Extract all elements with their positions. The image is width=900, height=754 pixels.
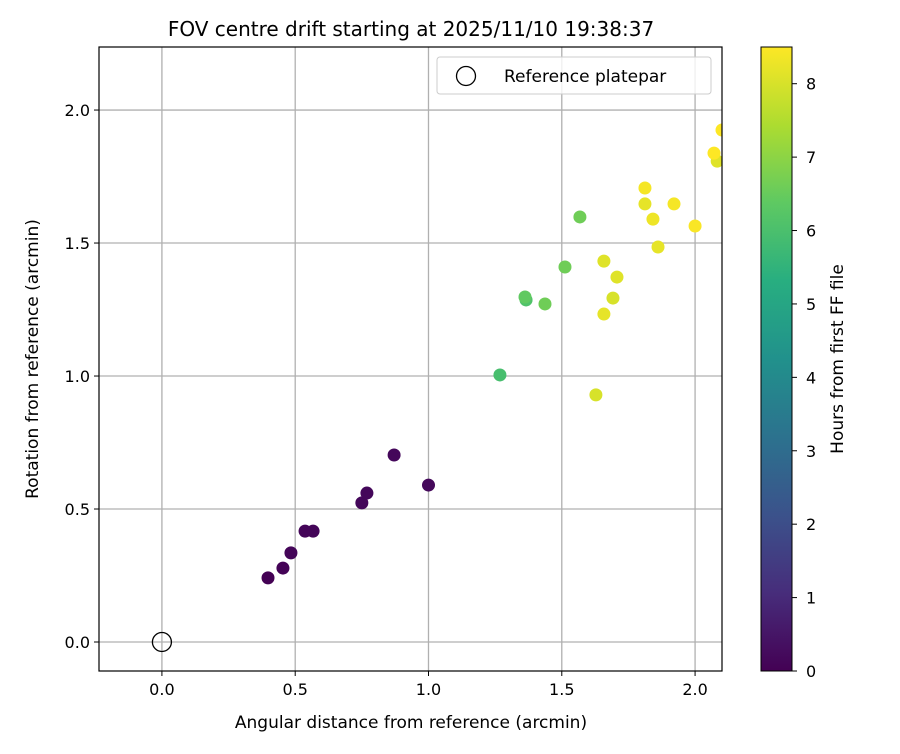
x-tick-label: 0.5 [282,680,307,699]
data-point [360,486,374,500]
colorbar-tick-label: 0 [806,662,816,681]
data-point [421,478,435,492]
y-axis-label: Rotation from reference (arcmin) [23,219,43,499]
y-tick-label: 0.0 [65,633,90,652]
data-point [667,197,681,211]
data-point [597,254,611,268]
reference-platepar-point [151,631,173,653]
data-point [573,210,587,224]
y-tick-label: 1.0 [65,367,90,386]
x-tick-label: 0.0 [149,680,174,699]
chart-title: FOV centre drift starting at 2025/11/10 … [168,17,654,41]
y-axis-ticks: 0.0 0.5 1.0 1.5 2.0 [65,101,99,652]
legend-box [436,56,712,95]
data-point [638,197,652,211]
data-point [707,146,721,160]
data-point [558,260,572,274]
data-point [306,524,320,538]
colorbar-tick-label: 4 [806,368,816,387]
colorbar-ticks: 0 1 2 3 4 5 6 7 8 [792,75,816,681]
data-point [276,561,290,575]
plot-frame [98,46,723,672]
y-tick-label: 1.5 [65,234,90,253]
data-point [610,270,624,284]
data-point [651,240,665,254]
data-point [688,219,702,233]
x-axis-label: Angular distance from reference (arcmin) [235,713,587,733]
data-point [518,290,532,304]
colorbar-tick-label: 7 [806,148,816,167]
data-point [589,388,603,402]
data-point [355,496,369,510]
data-point [261,571,275,585]
data-point [715,123,722,137]
colorbar-tick-label: 1 [806,589,816,608]
data-point [638,181,652,195]
x-tick-label: 2.0 [682,680,707,699]
x-tick-label: 1.0 [416,680,441,699]
legend-label: Reference platepar [504,67,666,87]
colorbar-tick-label: 6 [806,222,816,241]
data-point [493,368,507,382]
y-tick-label: 0.5 [65,500,90,519]
colorbar [760,46,793,672]
legend: Reference platepar [436,56,712,95]
data-points [151,123,722,653]
legend-marker-icon [455,65,477,87]
colorbar-tick-label: 2 [806,515,816,534]
colorbar-label: Hours from first FF file [828,264,848,454]
colorbar-tick-label: 8 [806,75,816,94]
colorbar-tick-label: 5 [806,295,816,314]
data-point [387,448,401,462]
x-axis-ticks: 0.0 0.5 1.0 1.5 2.0 [149,671,708,699]
colorbar-tick-label: 3 [806,442,816,461]
data-point [538,297,552,311]
grid-lines [99,47,722,671]
data-point [597,307,611,321]
data-point [646,212,660,226]
y-tick-label: 2.0 [65,101,90,120]
data-point [606,291,620,305]
data-point [284,546,298,560]
x-tick-label: 1.5 [549,680,574,699]
